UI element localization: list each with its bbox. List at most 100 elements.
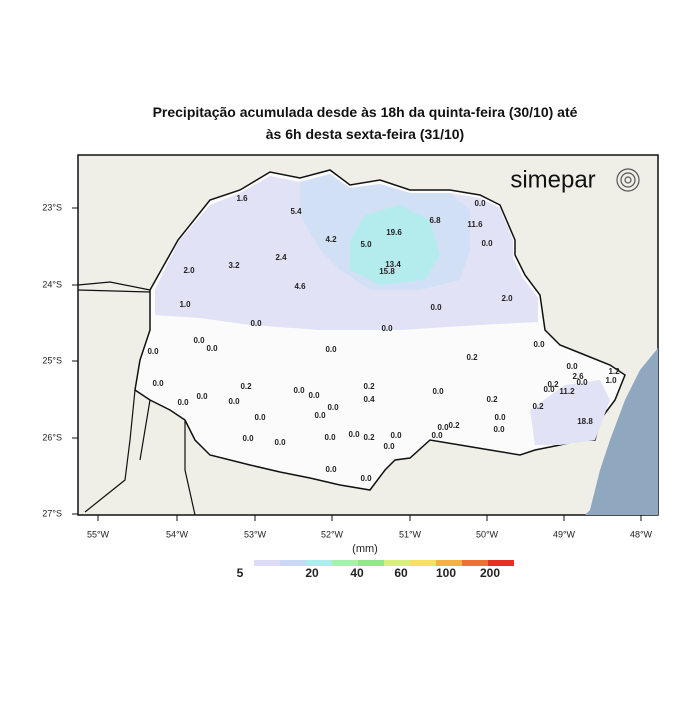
station-value: 18.8 (577, 417, 593, 426)
station-value: 19.6 (386, 228, 402, 237)
legend-tick: 40 (350, 566, 364, 580)
lon-label: 49°W (553, 529, 576, 539)
station-value: 0.0 (430, 303, 442, 312)
station-value: 1.0 (179, 300, 191, 309)
station-value: 0.0 (324, 433, 336, 442)
station-value: 2.0 (183, 266, 195, 275)
station-value: 0.0 (147, 347, 159, 356)
station-value: 0.0 (494, 413, 506, 422)
station-value: 0.0 (314, 411, 326, 420)
station-value: 0.0 (348, 430, 360, 439)
station-value: 0.2 (466, 353, 478, 362)
station-value: 15.8 (379, 267, 395, 276)
legend-swatch (410, 560, 436, 566)
legend-tick: 20 (305, 566, 319, 580)
lon-label: 52°W (321, 529, 344, 539)
station-value: 0.0 (437, 423, 449, 432)
station-value: 0.0 (493, 425, 505, 434)
legend-swatch (306, 560, 332, 566)
lat-label: 23°S (42, 202, 62, 212)
logo-icon (616, 168, 640, 192)
station-value: 0.0 (432, 387, 444, 396)
station-value: 0.0 (481, 239, 493, 248)
station-value: 0.0 (390, 431, 402, 440)
station-value: 2.4 (275, 253, 287, 262)
legend-tick: 5 (237, 566, 244, 580)
station-value: 1.6 (236, 194, 248, 203)
station-value: 11.2 (559, 387, 575, 396)
title-line-1: Precipitação acumulada desde às 18h da q… (153, 104, 578, 120)
lon-label: 55°W (87, 529, 110, 539)
lat-label: 24°S (42, 279, 62, 289)
legend-unit: (mm) (352, 543, 378, 555)
station-value: 0.0 (193, 336, 205, 345)
legend-swatch (254, 560, 280, 566)
lon-label: 48°W (630, 529, 653, 539)
brand-logo: simepar (510, 166, 595, 193)
lat-label: 25°S (42, 355, 62, 365)
station-value: 4.2 (325, 235, 337, 244)
station-value: 0.2 (363, 382, 375, 391)
station-value: 0.0 (360, 474, 372, 483)
station-value: 0.0 (381, 324, 393, 333)
station-value: 0.0 (196, 392, 208, 401)
station-value: 0.0 (474, 199, 486, 208)
station-value: 3.2 (228, 261, 240, 270)
station-value: 0.2 (547, 380, 559, 389)
title-line-2: às 6h desta sexta-feira (31/10) (266, 126, 464, 142)
lon-label: 54°W (166, 529, 189, 539)
station-value: 4.6 (294, 282, 306, 291)
station-value: 0.2 (486, 395, 498, 404)
station-value: 2.0 (501, 294, 513, 303)
axes: 23°S 24°S 25°S 26°S 27°S 55°W 54°W 53°W 52°W 51°W… (42, 202, 652, 539)
station-value: 11.6 (467, 220, 483, 229)
station-value: 0.0 (250, 319, 262, 328)
station-value: 0.0 (177, 398, 189, 407)
station-value: 0.0 (254, 413, 266, 422)
station-value: 0.0 (327, 403, 339, 412)
station-value: 0.0 (431, 431, 443, 440)
station-value: 0.0 (566, 362, 578, 371)
legend-swatch (436, 560, 462, 566)
rain-area-heavy (350, 205, 440, 285)
legend-swatch (488, 560, 514, 566)
legend-tick: 100 (436, 566, 456, 580)
legend-swatch (358, 560, 384, 566)
station-value: 0.2 (448, 421, 460, 430)
legend-swatch (228, 560, 254, 566)
station-value: 2.6 (572, 372, 584, 381)
lat-label: 27°S (42, 508, 62, 518)
station-value: 0.0 (293, 386, 305, 395)
station-value: 0.0 (274, 438, 286, 447)
station-value: 0.0 (576, 378, 588, 387)
station-value: 13.4 (385, 260, 401, 269)
station-value: 0.2 (532, 402, 544, 411)
station-value: 0.0 (242, 434, 254, 443)
lon-label: 53°W (244, 529, 267, 539)
legend: (mm) 5 20 40 60 100 200 (228, 543, 514, 580)
station-value: 6.8 (429, 216, 441, 225)
legend-swatch (332, 560, 358, 566)
legend-swatch (280, 560, 306, 566)
station-value: 0.0 (383, 442, 395, 451)
station-value: 1.2 (608, 367, 620, 376)
station-value: 0.0 (206, 344, 218, 353)
legend-tick: 60 (394, 566, 408, 580)
station-value: 5.0 (360, 240, 372, 249)
rain-area-coast (530, 380, 610, 445)
station-value: 0.4 (363, 395, 375, 404)
station-value: 0.0 (533, 340, 545, 349)
stations: 1.6 5.4 0.0 6.8 11.6 19.6 4.2 5.0 0.0 2.4 2.0 3.2 13… (147, 194, 620, 483)
station-value: 0.0 (543, 385, 555, 394)
station-value: 0.2 (363, 433, 375, 442)
legend-swatch (462, 560, 488, 566)
station-value: 1.0 (605, 376, 617, 385)
station-value: 0.0 (325, 345, 337, 354)
lat-label: 26°S (42, 432, 62, 442)
lon-label: 51°W (399, 529, 422, 539)
station-value: 0.0 (325, 465, 337, 474)
station-value: 5.4 (290, 207, 302, 216)
map-area: simepar (77, 154, 659, 516)
station-value: 0.2 (240, 382, 252, 391)
